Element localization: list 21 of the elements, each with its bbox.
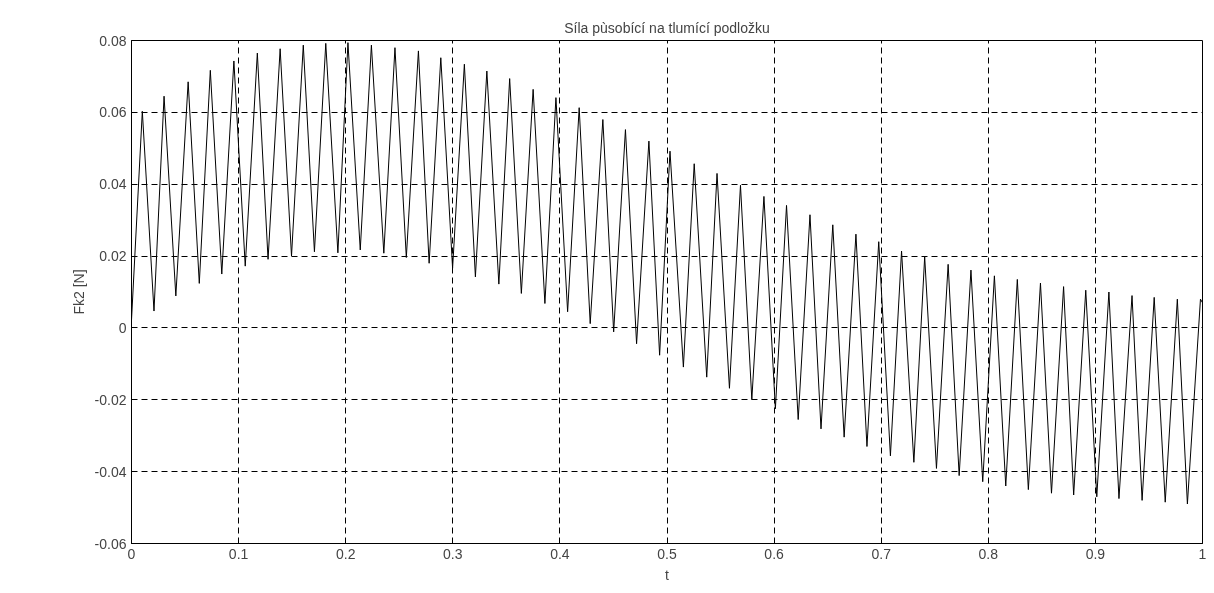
y-axis-title: Fk2 [N] — [70, 269, 87, 315]
x-tick-label: 0.2 — [335, 545, 356, 562]
y-tick-label: -0.04 — [94, 463, 127, 480]
x-tick-label: 0.4 — [550, 545, 570, 562]
y-tick-label: 0.04 — [99, 176, 127, 193]
y-tick-label: -0.06 — [94, 535, 127, 552]
x-tick-label: 0.8 — [978, 545, 999, 562]
y-tick-label: 0 — [118, 319, 127, 336]
x-tick-label: 0.9 — [1085, 545, 1106, 562]
x-tick-label: 0.1 — [228, 545, 249, 562]
x-axis-title: t — [665, 566, 670, 583]
y-tick-label: 0.02 — [99, 248, 127, 265]
y-tick-label: 0.06 — [99, 104, 127, 121]
x-tick-label: 0.3 — [443, 545, 463, 562]
y-tick-label: 0.08 — [99, 32, 127, 49]
x-tick-label: 0.5 — [657, 545, 677, 562]
x-tick-label: 0.6 — [764, 545, 785, 562]
x-tick-label: 0.7 — [871, 545, 892, 562]
chart-title: Síla pùsobící na tlumící podložku — [564, 19, 770, 36]
x-tick-label: 1 — [1198, 545, 1207, 562]
y-tick-label: -0.02 — [94, 391, 127, 408]
